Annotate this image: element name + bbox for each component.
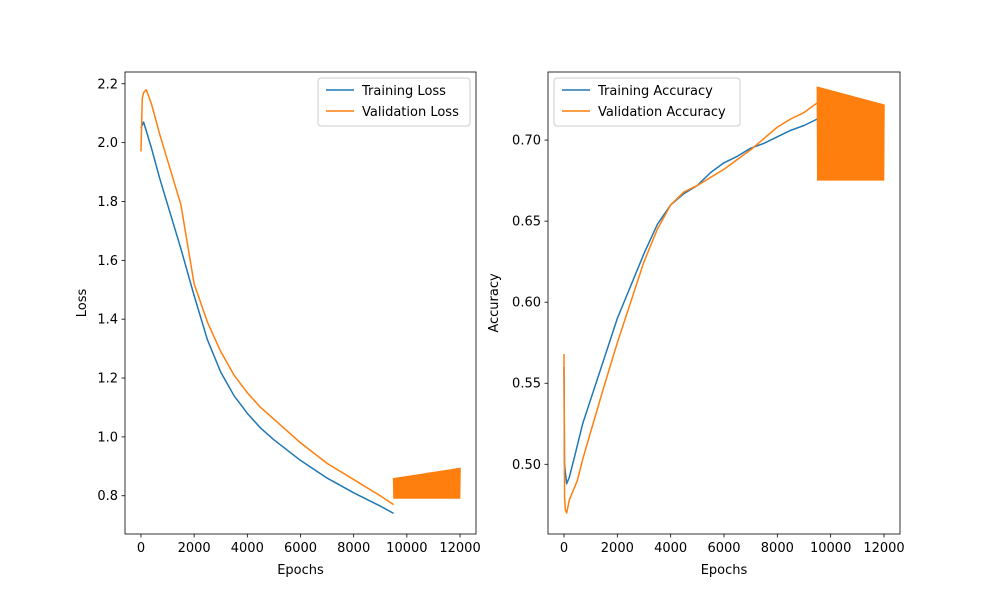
y-tick-label: 2.0 <box>97 136 118 151</box>
y-tick-label: 0.60 <box>512 296 541 311</box>
x-tick-label: 12000 <box>439 541 480 556</box>
x-tick-label: 2000 <box>178 541 211 556</box>
y-axis-label: Loss <box>75 289 90 318</box>
x-tick-label: 4000 <box>231 541 264 556</box>
y-tick-label: 1.2 <box>97 372 118 387</box>
y-tick-label: 0.65 <box>512 215 541 230</box>
x-tick-label: 10000 <box>810 541 851 556</box>
x-tick-label: 0 <box>560 541 568 556</box>
x-tick-label: 12000 <box>863 541 904 556</box>
y-tick-label: 0.70 <box>512 134 541 149</box>
legend: Training Accuracy Validation Accuracy <box>553 77 741 127</box>
x-tick-label: 2000 <box>601 541 634 556</box>
series-group <box>563 86 885 514</box>
legend-label-1: Validation Accuracy <box>598 105 726 120</box>
series-oscillation-1 <box>816 86 885 181</box>
y-tick-label: 0.50 <box>512 458 541 473</box>
y-tick-label: 1.4 <box>97 313 118 328</box>
legend-box <box>317 77 471 127</box>
y-tick-label: 1.0 <box>97 430 118 445</box>
accuracy-chart-panel: 0 2000 4000 6000 8000 10000 12000 0.50 0.55 0.60 0… <box>487 71 905 578</box>
series-line-1 <box>140 88 394 506</box>
y-axis-label: Accuracy <box>487 273 502 333</box>
x-tick-label: 4000 <box>654 541 687 556</box>
series-line-1 <box>563 102 818 514</box>
y-tick-label: 1.8 <box>97 195 118 210</box>
legend-label-0: Training Loss <box>361 84 446 99</box>
y-tick-label: 2.2 <box>97 77 118 92</box>
x-tick-label: 8000 <box>761 541 794 556</box>
legend-box <box>553 77 741 127</box>
legend-label-0: Training Accuracy <box>597 84 713 99</box>
legend: Training Loss Validation Loss <box>317 77 471 127</box>
y-tick-label: 1.6 <box>97 254 118 269</box>
y-tick-label: 0.55 <box>512 377 541 392</box>
y-tick-label: 0.8 <box>97 489 118 504</box>
series-line-0 <box>563 118 818 485</box>
loss-chart-panel: 0 2000 4000 6000 8000 10000 12000 0.8 1.0 1.2 1.4 1… <box>75 71 481 578</box>
x-tick-label: 10000 <box>386 541 427 556</box>
x-tick-label: 8000 <box>337 541 370 556</box>
x-tick-label: 6000 <box>284 541 317 556</box>
x-tick-label: 6000 <box>707 541 740 556</box>
x-axis-label: Epochs <box>701 563 748 578</box>
x-axis-label: Epochs <box>277 563 324 578</box>
x-tick-label: 0 <box>137 541 145 556</box>
legend-label-1: Validation Loss <box>362 105 459 120</box>
series-oscillation-1 <box>392 467 461 499</box>
axes-frame <box>124 71 477 535</box>
series-group <box>140 88 461 515</box>
series-line-0 <box>140 121 394 515</box>
